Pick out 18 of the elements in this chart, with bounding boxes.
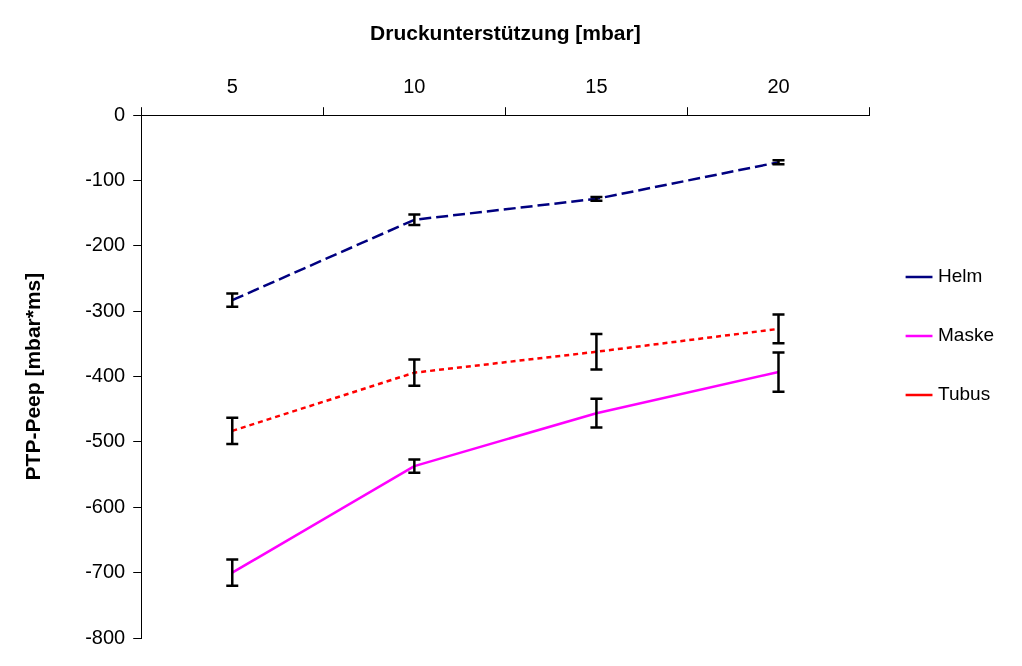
legend-label: Maske (938, 324, 995, 346)
y-tick-label: 0 (114, 102, 126, 125)
x-tick-label: 10 (403, 74, 426, 97)
y-axis-title: PTP-Peep [mbar*ms] (21, 272, 45, 481)
y-tick-label: -800 (85, 625, 126, 648)
y-tick-label: -300 (85, 298, 126, 321)
legend-label: Tubus (938, 383, 991, 405)
x-tick-label: 15 (585, 74, 608, 97)
y-tick-label: -700 (85, 560, 126, 583)
x-tick-label: 20 (767, 74, 790, 97)
x-axis-title: Druckunterstützung [mbar] (370, 21, 641, 45)
y-tick-label: -500 (85, 429, 126, 452)
legend-label: Helm (938, 265, 983, 287)
y-tick-label: -100 (85, 168, 126, 191)
x-tick-label: 5 (226, 74, 238, 97)
y-tick-label: -600 (85, 494, 126, 517)
y-tick-label: -400 (85, 364, 126, 387)
y-tick-label: -200 (85, 233, 126, 256)
